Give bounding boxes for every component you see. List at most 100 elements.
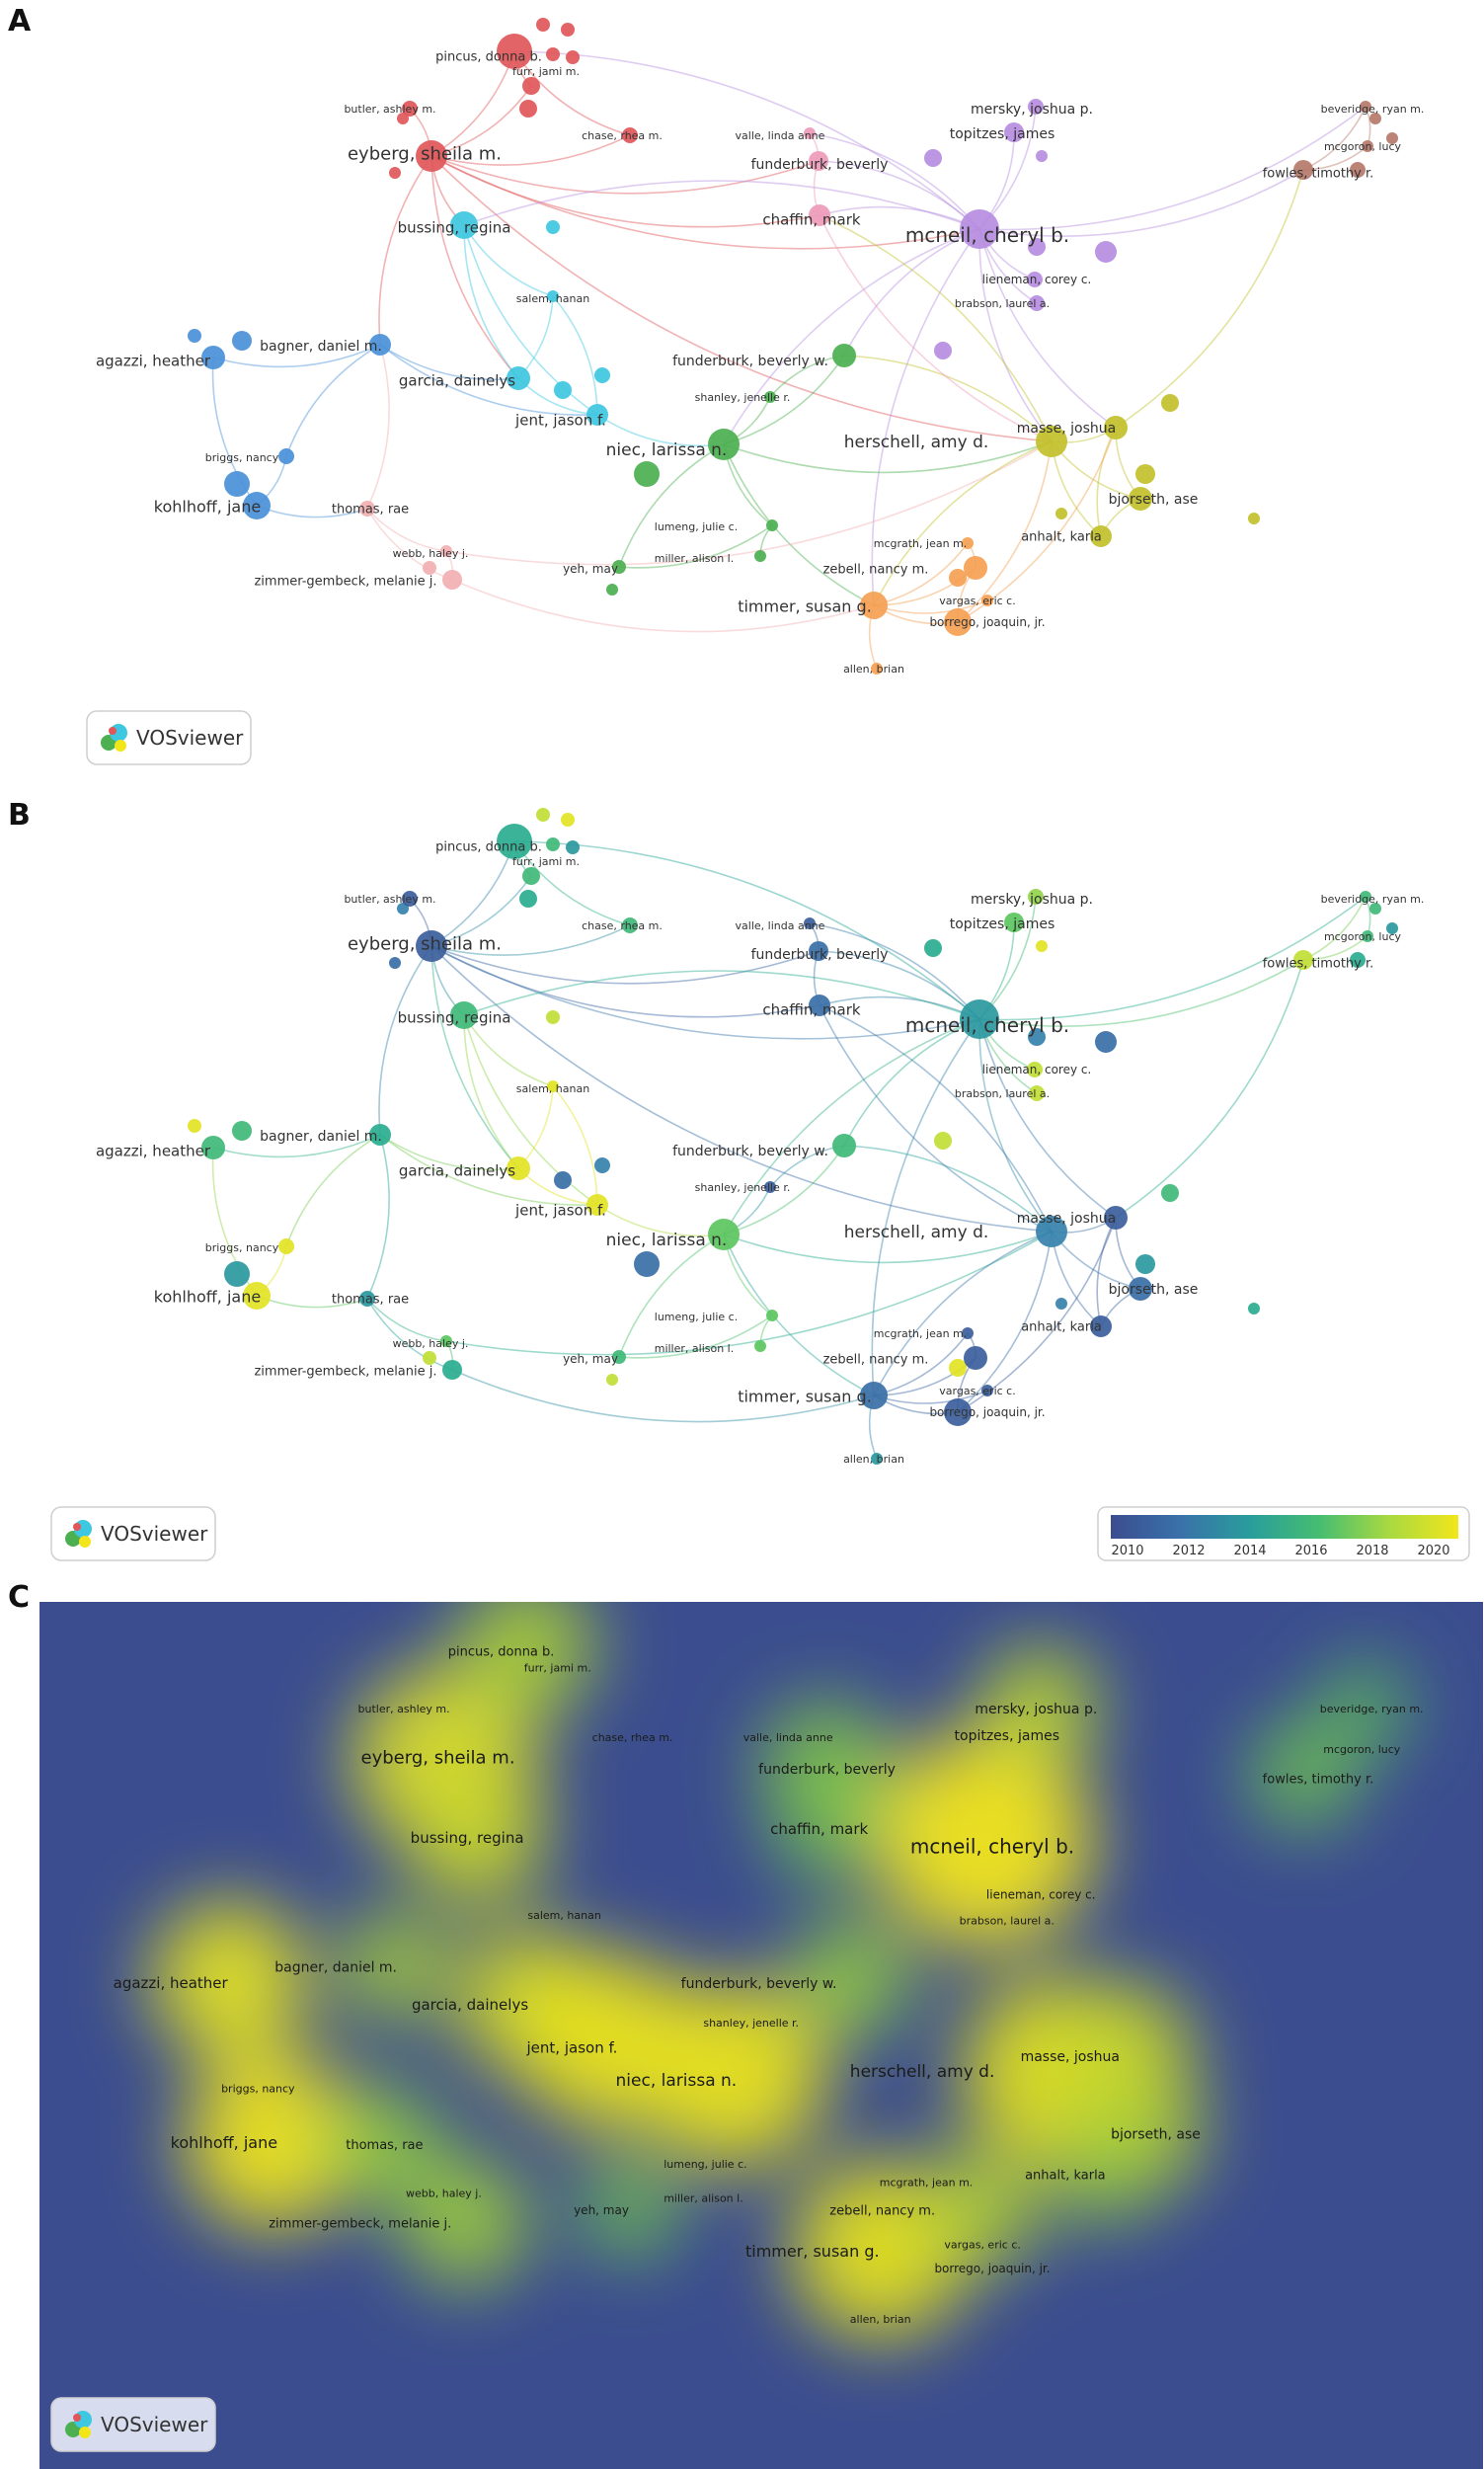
node-vargas[interactable] xyxy=(981,1385,993,1396)
node-miller[interactable] xyxy=(754,550,766,562)
node-butler[interactable] xyxy=(402,891,418,907)
node-mcgoron[interactable] xyxy=(1362,140,1373,152)
node-brabson[interactable] xyxy=(1029,1085,1045,1101)
node-label-briggs: briggs, nancy xyxy=(205,1241,279,1254)
node-fowles[interactable] xyxy=(1293,950,1313,970)
node-eyberg[interactable] xyxy=(416,140,447,172)
node-fowles[interactable] xyxy=(1293,160,1313,180)
node-funderburkb[interactable] xyxy=(809,151,828,171)
node-thomas[interactable] xyxy=(359,1291,375,1307)
node-chase[interactable] xyxy=(622,917,638,933)
edge xyxy=(819,996,980,1020)
node-allen[interactable] xyxy=(871,1453,883,1465)
node-lieneman[interactable] xyxy=(1027,272,1043,287)
node-borrego[interactable] xyxy=(944,1398,972,1426)
node-chase[interactable] xyxy=(622,127,638,143)
node-pincus[interactable] xyxy=(497,824,532,859)
node-bjorseth[interactable] xyxy=(1129,1277,1152,1301)
node-niec[interactable] xyxy=(708,1219,740,1250)
node-pincus[interactable] xyxy=(497,34,532,69)
node-bussing[interactable] xyxy=(450,1001,478,1029)
node-label-thomas: thomas, rae xyxy=(332,1293,409,1308)
node-miller[interactable] xyxy=(754,1340,766,1352)
node-mcgoron[interactable] xyxy=(1362,930,1373,942)
node-butler[interactable] xyxy=(402,101,418,117)
node-shanley[interactable] xyxy=(764,1181,776,1193)
node-chaffin[interactable] xyxy=(809,995,830,1016)
edge xyxy=(366,1298,453,1371)
node-furr[interactable] xyxy=(522,867,540,885)
node-mcneil[interactable] xyxy=(960,999,999,1039)
edge xyxy=(818,160,980,230)
node-valle[interactable] xyxy=(804,917,816,929)
node-anhalt[interactable] xyxy=(1090,525,1112,547)
node-mcgrath[interactable] xyxy=(962,537,974,549)
node-zebell[interactable] xyxy=(964,556,987,580)
node-furr[interactable] xyxy=(522,77,540,95)
node-masse[interactable] xyxy=(1104,1206,1128,1230)
node-bagner[interactable] xyxy=(369,1124,391,1146)
node-yeh[interactable] xyxy=(612,560,626,574)
node-mcneil[interactable] xyxy=(960,209,999,249)
node-lumeng[interactable] xyxy=(766,1310,778,1321)
node-timmer[interactable] xyxy=(860,592,888,619)
node-mcgrath[interactable] xyxy=(962,1327,974,1339)
node-briggs[interactable] xyxy=(278,1238,294,1254)
node-funderburkw[interactable] xyxy=(832,1134,856,1157)
node-jent[interactable] xyxy=(586,404,608,426)
node-bagner[interactable] xyxy=(369,334,391,356)
density-label-valle: valle, linda anne xyxy=(743,1731,833,1744)
node-kohlhoff[interactable] xyxy=(243,1282,271,1310)
node-webb[interactable] xyxy=(440,545,452,557)
node-niec[interactable] xyxy=(708,429,740,460)
node-beveridge[interactable] xyxy=(1360,101,1371,113)
edge xyxy=(843,1145,1053,1233)
node-allen[interactable] xyxy=(871,663,883,675)
node-brabson[interactable] xyxy=(1029,295,1045,311)
node-yeh[interactable] xyxy=(612,1350,626,1364)
node-agazzi[interactable] xyxy=(201,1136,225,1159)
node-topitzes[interactable] xyxy=(1004,122,1024,142)
node xyxy=(934,1132,952,1150)
edge xyxy=(818,950,980,1020)
node-zimmer[interactable] xyxy=(442,1360,462,1380)
node-funderburkb[interactable] xyxy=(809,941,828,961)
node-bjorseth[interactable] xyxy=(1129,487,1152,511)
node-timmer[interactable] xyxy=(860,1382,888,1409)
node-shanley[interactable] xyxy=(764,391,776,403)
density-label-webb: webb, haley j. xyxy=(406,2187,482,2199)
node-herschell[interactable] xyxy=(1036,426,1067,457)
node-kohlhoff[interactable] xyxy=(243,492,271,519)
node-herschell[interactable] xyxy=(1036,1216,1067,1247)
node-zimmer[interactable] xyxy=(442,570,462,590)
node-jent[interactable] xyxy=(586,1194,608,1216)
node-agazzi[interactable] xyxy=(201,346,225,369)
node-borrego[interactable] xyxy=(944,608,972,636)
node-valle[interactable] xyxy=(804,127,816,139)
node-lieneman[interactable] xyxy=(1027,1062,1043,1077)
node-salem[interactable] xyxy=(547,290,559,302)
node-salem[interactable] xyxy=(547,1080,559,1092)
node-webb[interactable] xyxy=(440,1335,452,1347)
node-anhalt[interactable] xyxy=(1090,1315,1112,1337)
edge xyxy=(1302,896,1367,961)
edge xyxy=(517,1085,554,1169)
node-eyberg[interactable] xyxy=(416,930,447,962)
node-topitzes[interactable] xyxy=(1004,913,1024,932)
node-mersky[interactable] xyxy=(1028,99,1044,115)
node-mersky[interactable] xyxy=(1028,889,1044,905)
node-label-allen: allen, brian xyxy=(843,663,904,676)
node-thomas[interactable] xyxy=(359,501,375,517)
node-masse[interactable] xyxy=(1104,416,1128,439)
node-lumeng[interactable] xyxy=(766,519,778,531)
node-garcia[interactable] xyxy=(507,366,530,390)
node-funderburkw[interactable] xyxy=(832,344,856,367)
node-bussing[interactable] xyxy=(450,211,478,239)
node-chaffin[interactable] xyxy=(809,204,830,226)
node-garcia[interactable] xyxy=(507,1156,530,1180)
node-briggs[interactable] xyxy=(278,448,294,464)
node-vargas[interactable] xyxy=(981,595,993,606)
panel-b-overlay: pincus, donna b. furr, jami m. butler, ash… xyxy=(0,790,1484,1580)
node-beveridge[interactable] xyxy=(1360,891,1371,903)
node-zebell[interactable] xyxy=(964,1346,987,1370)
